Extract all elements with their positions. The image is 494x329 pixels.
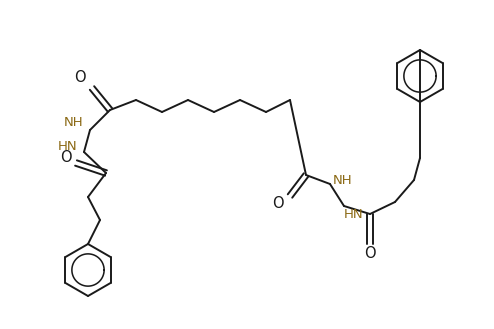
Text: NH: NH — [64, 116, 84, 130]
Text: HN: HN — [58, 139, 78, 153]
Text: O: O — [272, 196, 284, 212]
Text: NH: NH — [333, 174, 353, 188]
Text: O: O — [60, 150, 72, 165]
Text: HN: HN — [344, 209, 364, 221]
Text: O: O — [74, 70, 86, 86]
Text: O: O — [364, 246, 376, 262]
